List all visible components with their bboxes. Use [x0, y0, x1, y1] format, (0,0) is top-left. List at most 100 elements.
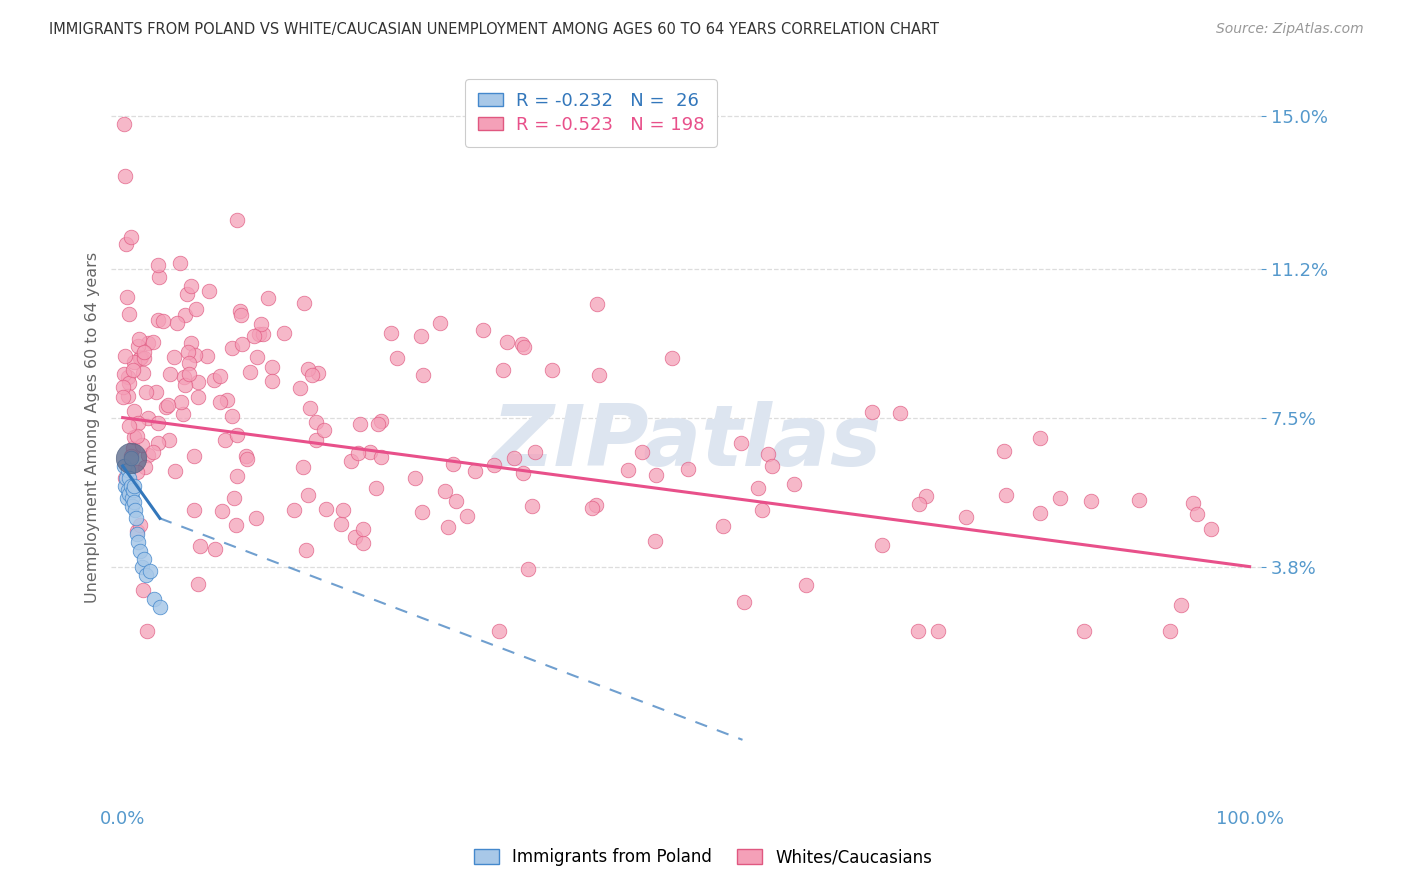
Point [1159, 624, 1181, 638]
Point [751, 502, 773, 516]
Point [145, 385, 167, 400]
Point [315, 502, 337, 516]
Point [170, 395, 193, 409]
Point [305, 415, 328, 429]
Point [907, 624, 929, 638]
Point [349, 417, 371, 431]
Point [190, 539, 212, 553]
Point [211, 503, 233, 517]
Point [581, 500, 603, 515]
Point [179, 356, 201, 370]
Point [1073, 624, 1095, 638]
Point [243, 329, 266, 343]
Point [1080, 494, 1102, 508]
Point [127, 416, 149, 430]
Point [163, 350, 186, 364]
Point [307, 366, 329, 380]
Point [180, 278, 202, 293]
Point [221, 409, 243, 423]
Point [1185, 507, 1208, 521]
Point [441, 458, 464, 472]
Legend: Immigrants from Poland, Whites/Caucasians: Immigrants from Poland, Whites/Caucasian… [467, 842, 939, 873]
Point [146, 313, 169, 327]
Point [173, 378, 195, 392]
Point [616, 463, 638, 477]
Point [183, 502, 205, 516]
Point [347, 446, 370, 460]
Point [135, 567, 157, 582]
Point [208, 395, 231, 409]
Point [409, 329, 432, 343]
Point [195, 349, 218, 363]
Point [120, 450, 142, 464]
Point [229, 308, 252, 322]
Point [412, 368, 434, 382]
Point [112, 367, 135, 381]
Point [176, 344, 198, 359]
Point [136, 411, 159, 425]
Point [733, 595, 755, 609]
Point [367, 417, 389, 432]
Point [585, 498, 607, 512]
Point [159, 368, 181, 382]
Point [115, 471, 138, 485]
Text: IMMIGRANTS FROM POLAND VS WHITE/CAUCASIAN UNEMPLOYMENT AMONG AGES 60 TO 64 YEARS: IMMIGRANTS FROM POLAND VS WHITE/CAUCASIA… [49, 22, 939, 37]
Point [860, 404, 883, 418]
Point [516, 562, 538, 576]
Point [304, 433, 326, 447]
Point [117, 389, 139, 403]
Point [117, 483, 139, 497]
Point [995, 487, 1018, 501]
Point [339, 454, 361, 468]
Point [245, 511, 267, 525]
Point [215, 393, 238, 408]
Point [134, 351, 156, 365]
Point [114, 169, 136, 183]
Point [1028, 431, 1050, 445]
Point [730, 436, 752, 450]
Point [495, 334, 517, 349]
Point [148, 417, 170, 431]
Point [183, 449, 205, 463]
Legend: R = -0.232   N =  26, R = -0.523   N = 198: R = -0.232 N = 26, R = -0.523 N = 198 [465, 79, 717, 146]
Point [124, 503, 146, 517]
Point [301, 368, 323, 383]
Point [927, 624, 949, 638]
Point [129, 351, 152, 365]
Point [127, 465, 149, 479]
Point [122, 495, 145, 509]
Point [370, 414, 392, 428]
Point [120, 450, 142, 465]
Point [471, 323, 494, 337]
Point [262, 374, 284, 388]
Point [290, 381, 312, 395]
Point [134, 344, 156, 359]
Point [132, 583, 155, 598]
Point [127, 338, 149, 352]
Point [225, 517, 247, 532]
Point [179, 367, 201, 381]
Point [214, 433, 236, 447]
Point [955, 510, 977, 524]
Point [148, 270, 170, 285]
Point [756, 446, 779, 460]
Point [112, 390, 135, 404]
Point [202, 373, 225, 387]
Point [231, 336, 253, 351]
Point [411, 505, 433, 519]
Point [127, 527, 149, 541]
Point [184, 348, 207, 362]
Point [180, 336, 202, 351]
Point [330, 516, 353, 531]
Point [169, 256, 191, 270]
Point [112, 117, 135, 131]
Point [115, 491, 138, 505]
Point [299, 401, 322, 415]
Point [120, 479, 142, 493]
Point [112, 458, 135, 473]
Point [364, 481, 387, 495]
Point [127, 535, 149, 549]
Point [1181, 496, 1204, 510]
Text: Source: ZipAtlas.com: Source: ZipAtlas.com [1216, 22, 1364, 37]
Point [138, 448, 160, 462]
